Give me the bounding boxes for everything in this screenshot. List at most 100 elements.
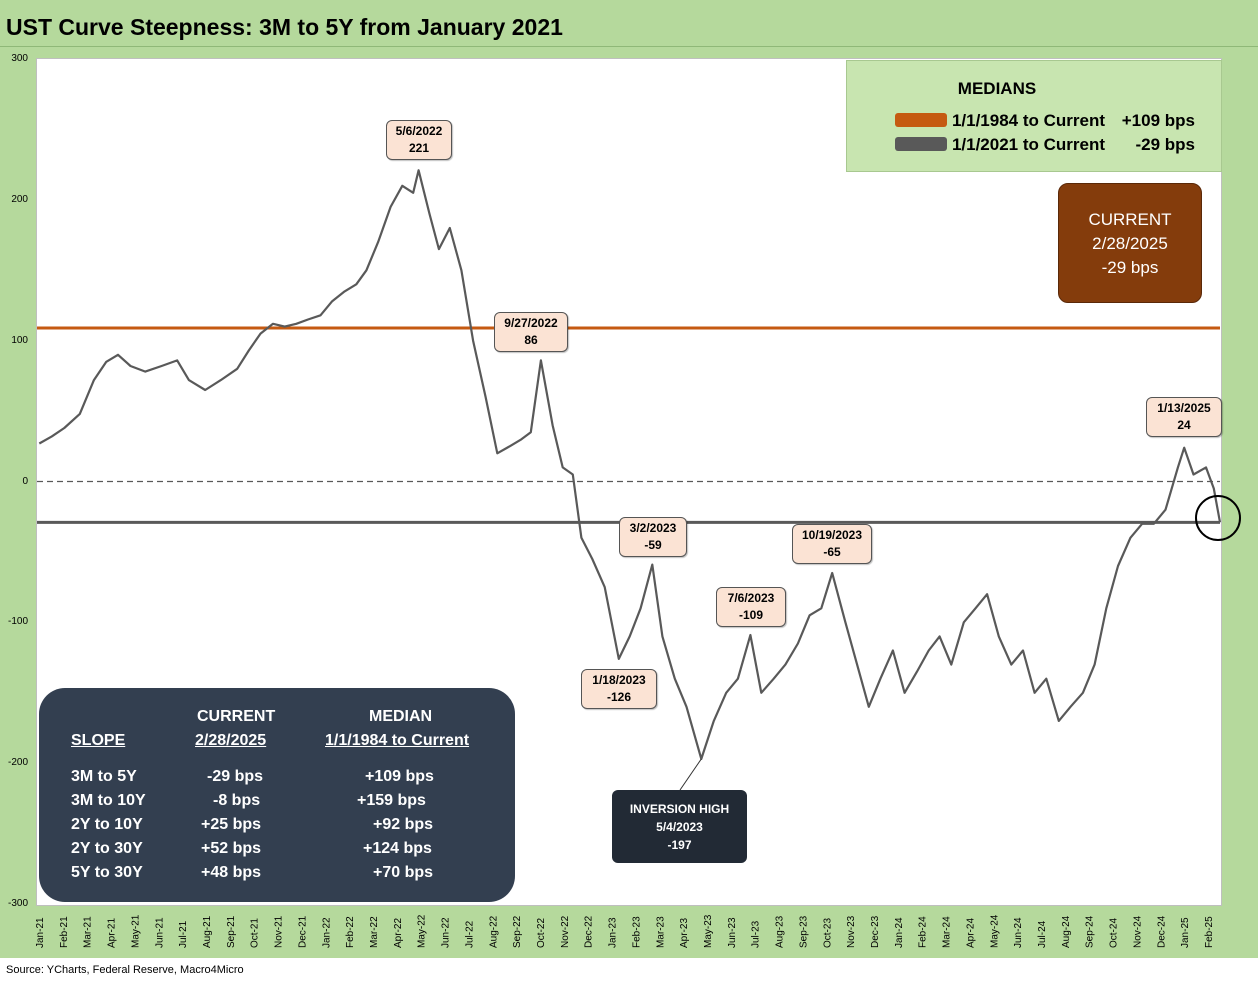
inversion-pointer	[679, 758, 702, 791]
table-slope: 2Y to 10Y	[71, 816, 143, 833]
x-tick-label: Jul-22	[464, 920, 475, 948]
table-median: +92 bps	[373, 816, 434, 833]
x-tick-label: Mar-23	[655, 916, 666, 948]
x-tick-label: Oct-21	[250, 918, 261, 948]
current-label: CURRENT	[1088, 210, 1172, 229]
table-current: -8 bps	[213, 792, 261, 809]
table-header-median-period: 1/1/1984 to Current	[325, 732, 470, 749]
table-median: +109 bps	[365, 768, 434, 785]
x-tick-label: Apr-21	[107, 918, 118, 948]
x-tick-label: Dec-22	[584, 915, 595, 948]
table-median: +70 bps	[373, 864, 434, 881]
x-tick-label: Jun-23	[727, 917, 738, 948]
callout-jan-2023: 1/18/2023 -126	[581, 669, 657, 709]
x-tick-label: Dec-24	[1156, 915, 1167, 948]
x-tick-label: Nov-24	[1132, 915, 1143, 948]
callout-sep-2022: 9/27/2022 86	[494, 312, 568, 352]
x-tick-label: Sep-24	[1085, 915, 1096, 948]
inversion-value: -197	[667, 838, 692, 852]
x-tick-label: Jun-24	[1013, 917, 1024, 948]
callout-jul-2023: 7/6/2023 -109	[716, 587, 786, 627]
table-header-median: MEDIAN	[369, 708, 433, 725]
callout-value: 86	[524, 333, 538, 347]
x-tick-label: Feb-24	[918, 916, 929, 948]
callout-date: 1/18/2023	[592, 673, 646, 687]
table-header-slope: SLOPE	[71, 732, 126, 749]
x-tick-label: Apr-23	[679, 918, 690, 948]
x-tick-label: Aug-23	[775, 915, 786, 948]
x-tick-label: Aug-24	[1061, 915, 1072, 948]
x-tick-label: Feb-25	[1204, 916, 1215, 948]
x-tick-label: May-24	[989, 914, 1000, 948]
inversion-high-box: INVERSION HIGH 5/4/2023 -197	[612, 790, 747, 863]
callout-value: 24	[1177, 418, 1191, 432]
x-tick-label: Nov-21	[274, 915, 285, 948]
x-tick-label: May-21	[130, 914, 141, 948]
y-tick-label: 100	[11, 334, 28, 346]
x-tick-label: Apr-22	[393, 918, 404, 948]
slope-table: CURRENT MEDIAN SLOPE 2/28/2025 1/1/1984 …	[39, 688, 515, 902]
x-tick-label: Jul-24	[1037, 920, 1048, 948]
legend-value-2021: -29 bps	[1135, 135, 1195, 154]
callout-jan-2025: 1/13/2025 24	[1146, 397, 1222, 437]
x-tick-label: Jan-23	[608, 917, 619, 948]
x-tick-label: Jul-23	[751, 920, 762, 948]
callout-value: -126	[606, 690, 632, 704]
callout-oct-2023: 10/19/2023 -65	[792, 524, 872, 564]
source-note: Source: YCharts, Federal Reserve, Macro4…	[6, 964, 244, 976]
x-tick-label: Nov-22	[560, 915, 571, 948]
x-tick-label: Nov-23	[846, 915, 857, 948]
callout-date: 9/27/2022	[504, 316, 558, 330]
legend-value-1984: +109 bps	[1121, 111, 1195, 130]
x-tick-label: Jun-21	[154, 917, 165, 948]
x-tick-label: Jan-21	[35, 917, 46, 948]
x-tick-label: Mar-22	[369, 916, 380, 948]
callout-date: 7/6/2023	[727, 591, 775, 605]
x-tick-label: Sep-22	[512, 915, 523, 948]
current-date: 2/28/2025	[1092, 234, 1168, 253]
callout-date: 5/6/2022	[395, 124, 443, 138]
legend-swatch-1984	[895, 113, 947, 127]
table-median: +124 bps	[363, 840, 432, 857]
x-tick-label: Dec-21	[297, 915, 308, 948]
current-highlight-circle	[1195, 495, 1241, 541]
callout-peak: 5/6/2022 221	[386, 120, 452, 160]
x-tick-label: Sep-21	[226, 915, 237, 948]
callout-value: -59	[644, 538, 662, 552]
y-tick-label: 300	[11, 53, 28, 64]
x-tick-label: Oct-22	[536, 918, 547, 948]
callout-date: 1/13/2025	[1157, 401, 1211, 415]
y-tick-label: -100	[7, 616, 28, 628]
legend-period-2021: 1/1/2021 to Current	[951, 135, 1105, 154]
line-chart: Jan-21 Feb-21 Mar-21 Apr-21 May-21 Jun-21 Jul-…	[35, 169, 1241, 948]
x-tick-label: Mar-24	[942, 916, 953, 948]
x-tick-label: May-23	[703, 914, 714, 948]
table-header-current: CURRENT	[197, 708, 276, 725]
table-current: +52 bps	[201, 840, 262, 857]
y-tick-label: -300	[7, 898, 28, 909]
x-tick-label: Mar-21	[83, 916, 94, 948]
x-tick-label: Apr-24	[965, 918, 976, 948]
x-tick-label: Oct-23	[822, 918, 833, 948]
medians-legend-title: MEDIANS	[957, 79, 1037, 98]
table-slope: 5Y to 30Y	[71, 864, 143, 881]
y-tick-label: 0	[22, 475, 28, 487]
x-tick-label: Feb-23	[631, 916, 642, 948]
x-tick-label: Oct-24	[1109, 918, 1120, 948]
callout-date: 3/2/2023	[629, 521, 677, 535]
y-tick-label: 200	[11, 193, 28, 205]
legend-swatch-2021	[895, 137, 947, 151]
x-tick-label: Jan-22	[321, 917, 332, 948]
x-tick-label: Aug-21	[202, 915, 213, 948]
table-current: -29 bps	[207, 768, 264, 785]
inversion-label: INVERSION HIGH	[629, 802, 730, 816]
table-median: +159 bps	[357, 792, 426, 809]
callout-mar-2023: 3/2/2023 -59	[619, 517, 687, 557]
table-header-current-date: 2/28/2025	[195, 732, 267, 749]
callout-value: -65	[823, 545, 841, 559]
chart-title: UST Curve Steepness: 3M to 5Y from Janua…	[6, 14, 563, 40]
current-value-box: CURRENT 2/28/2025 -29 bps	[1058, 183, 1202, 303]
x-tick-label: Sep-23	[798, 915, 809, 948]
callout-value: -109	[738, 608, 764, 622]
x-tick-label: Dec-23	[870, 915, 881, 948]
